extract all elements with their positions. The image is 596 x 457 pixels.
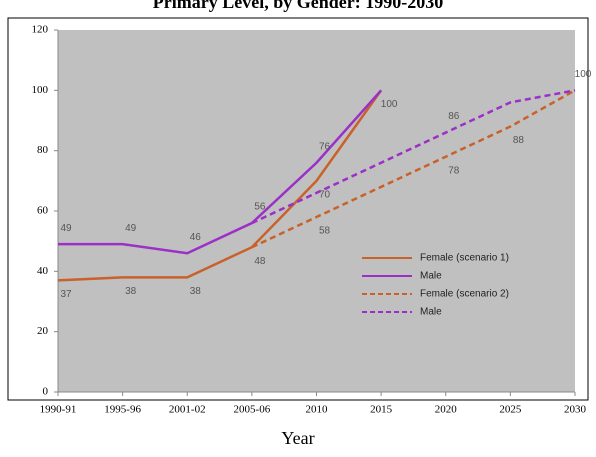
y-tick-label: 120 — [32, 24, 49, 36]
x-tick-label: 2025 — [499, 404, 522, 416]
y-tick-label: 40 — [37, 265, 49, 277]
x-tick-label: 1995-96 — [104, 404, 141, 416]
data-label: 38 — [190, 286, 202, 297]
x-axis-title: Year — [281, 428, 314, 448]
legend-label: Male — [420, 271, 442, 282]
plot-area — [58, 30, 575, 392]
data-label: 100 — [381, 99, 398, 110]
x-tick-label: 2001-02 — [169, 404, 206, 416]
data-label: 70 — [319, 189, 331, 200]
x-tick-label: 2030 — [564, 404, 587, 416]
y-tick-label: 60 — [37, 205, 49, 217]
x-tick-label: 2020 — [435, 404, 458, 416]
data-label: 56 — [254, 202, 266, 213]
y-tick-label: 0 — [43, 386, 49, 398]
legend-label: Female (scenario 2) — [420, 289, 509, 300]
x-tick-label: 2015 — [370, 404, 393, 416]
data-label: 100 — [575, 69, 592, 80]
series-line — [58, 89, 383, 255]
data-label: 38 — [125, 286, 137, 297]
data-label: 49 — [60, 223, 72, 234]
chart-title: Primary Level, by Gender: 1990-2030 — [153, 0, 443, 12]
data-label: 37 — [60, 289, 72, 300]
data-label: 58 — [319, 226, 331, 237]
data-label: 76 — [319, 141, 331, 152]
data-label: 46 — [190, 232, 202, 243]
data-label: 49 — [125, 223, 137, 234]
y-tick-label: 100 — [32, 84, 49, 96]
data-label: 86 — [448, 111, 460, 122]
series-line — [57, 89, 383, 282]
x-tick-label: 1990-91 — [40, 404, 77, 416]
legend-label: Female (scenario 1) — [420, 253, 509, 264]
x-tick-label: 2010 — [306, 404, 329, 416]
data-label: 88 — [513, 135, 525, 146]
x-tick-label: 2005-06 — [234, 404, 271, 416]
data-label: 78 — [448, 165, 460, 176]
y-tick-label: 80 — [37, 144, 49, 156]
y-tick-label: 20 — [37, 325, 49, 337]
data-label: 48 — [254, 256, 266, 267]
legend-label: Male — [420, 307, 442, 318]
